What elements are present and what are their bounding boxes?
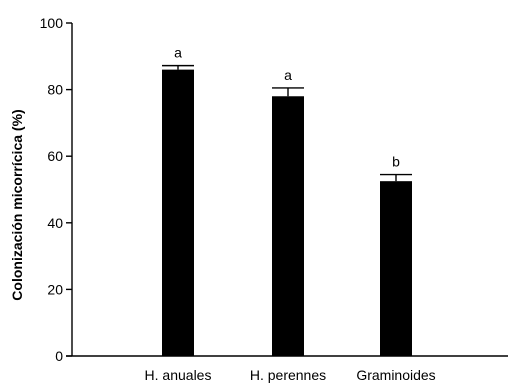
bars: a H. anuales a H. perennes b Graminoides <box>145 45 436 383</box>
y-axis: 0 20 40 60 80 100 <box>40 15 73 364</box>
x-tick-label: Graminoides <box>356 367 435 383</box>
significance-letter: a <box>174 45 182 61</box>
x-tick-label: H. perennes <box>250 367 326 383</box>
significance-letter: b <box>392 154 400 170</box>
y-tick-label: 60 <box>47 148 63 164</box>
x-tick-label: H. anuales <box>145 367 212 383</box>
y-tick-label: 100 <box>40 15 64 31</box>
y-tick-label: 0 <box>55 348 63 364</box>
y-tick-label: 40 <box>47 215 63 231</box>
y-tick-label: 20 <box>47 281 63 297</box>
significance-letter: a <box>284 67 292 83</box>
bar <box>380 181 412 356</box>
bar <box>162 69 194 357</box>
bar <box>272 96 304 356</box>
y-tick-label: 80 <box>47 82 63 98</box>
y-axis-label: Colonización micorrícica (%) <box>9 109 25 300</box>
